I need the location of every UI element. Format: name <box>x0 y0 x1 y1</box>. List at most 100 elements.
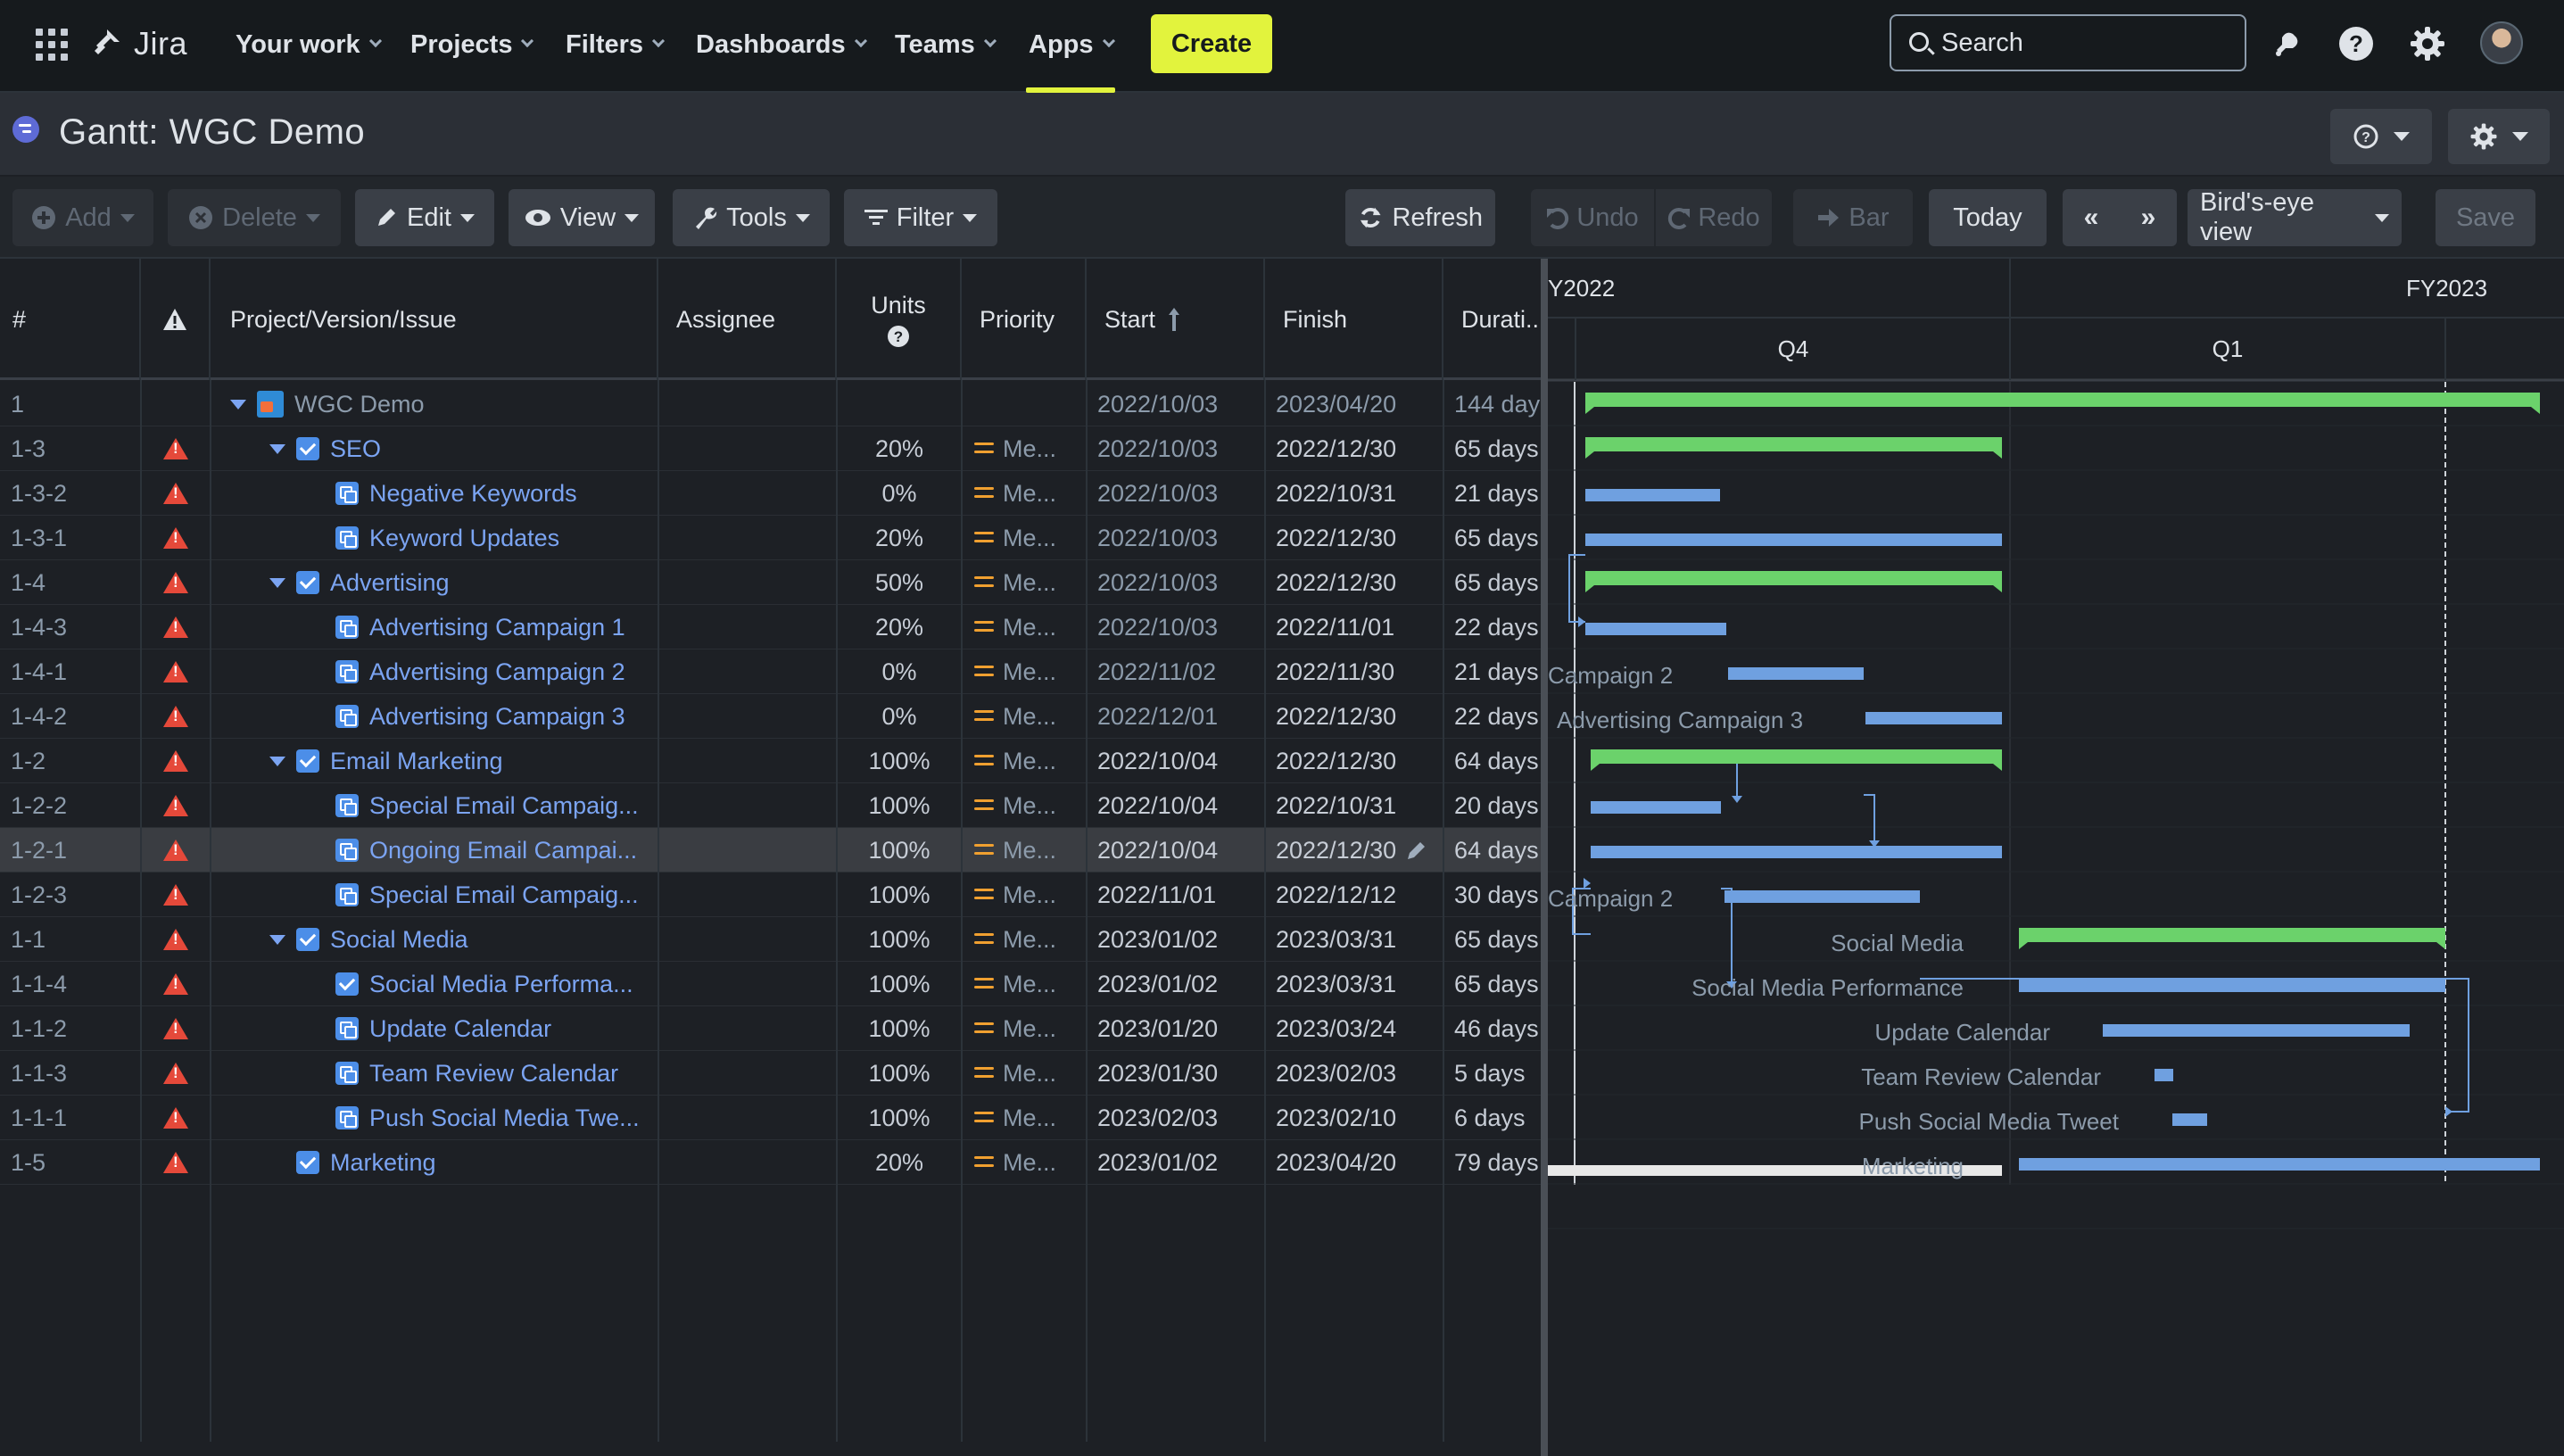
table-row[interactable]: 1-2 Email Marketing 100% Me... 2022/10/04 202… <box>0 739 1542 783</box>
view-button[interactable]: View <box>509 189 655 246</box>
issue-link[interactable]: Social Media Performa... <box>369 970 633 997</box>
issue-link[interactable]: Update Calendar <box>369 1014 552 1042</box>
create-button[interactable]: Create <box>1151 14 1272 73</box>
warning-icon[interactable] <box>163 572 188 593</box>
issue-link[interactable]: Special Email Campaig... <box>369 881 639 908</box>
table-row[interactable]: 1-2-1 Ongoing Email Campai... 100% Me... 202… <box>0 828 1542 873</box>
table-row[interactable]: 1-2-2 Special Email Campaig... 100% Me... 20… <box>0 783 1542 828</box>
col-start[interactable]: Start <box>1087 259 1265 380</box>
table-row[interactable]: 1-1-4 Social Media Performa... 100% Me... 20… <box>0 962 1542 1006</box>
table-row[interactable]: 1 WGC Demo 2022/10/03 2023/04/20 144 day <box>0 382 1542 426</box>
warning-icon[interactable] <box>163 1063 188 1084</box>
redo-button[interactable]: Redo <box>1656 189 1772 246</box>
search-input[interactable]: Search <box>1890 14 2246 71</box>
birds-eye-view-button[interactable]: Bird's-eye view <box>2188 188 2402 246</box>
save-button[interactable]: Save <box>2436 189 2535 246</box>
warning-icon[interactable] <box>163 483 188 504</box>
jira-logo[interactable]: Jira <box>89 23 187 64</box>
col-assignee[interactable]: Assignee <box>658 259 837 380</box>
table-row[interactable]: 1-1-2 Update Calendar 100% Me... 2023/01/20 2… <box>0 1006 1542 1051</box>
app-switcher-icon[interactable] <box>36 29 68 61</box>
edit-pencil-icon[interactable] <box>1405 839 1428 862</box>
settings-gear-icon[interactable] <box>2407 23 2448 64</box>
issue-link[interactable]: Special Email Campaig... <box>369 791 639 819</box>
table-row[interactable]: 1-3-2 Negative Keywords 0% Me... 2022/10/03 2… <box>0 471 1542 516</box>
expand-toggle-icon[interactable] <box>230 399 246 410</box>
issue-link[interactable]: Social Media <box>330 925 468 953</box>
nav-dashboards[interactable]: Dashboards <box>696 25 867 64</box>
scroll-right-icon[interactable]: » <box>2140 203 2156 232</box>
table-row[interactable]: 1-2-3 Special Email Campaig... 100% Me... 20… <box>0 873 1542 917</box>
warning-icon[interactable] <box>163 840 188 861</box>
col-priority[interactable]: Priority <box>962 259 1087 380</box>
tools-button[interactable]: Tools <box>673 189 830 246</box>
user-avatar[interactable] <box>2480 21 2523 64</box>
issue-link[interactable]: Advertising Campaign 1 <box>369 613 625 641</box>
issue-link[interactable]: Keyword Updates <box>369 524 560 551</box>
nav-teams[interactable]: Teams <box>895 25 997 64</box>
issue-link[interactable]: WGC Demo <box>294 390 425 418</box>
settings-menu-button[interactable] <box>2448 109 2550 164</box>
warning-icon[interactable] <box>163 973 188 995</box>
table-row[interactable]: 1-4 Advertising 50% Me... 2022/10/03 2022/12/… <box>0 560 1542 605</box>
col-finish[interactable]: Finish <box>1265 259 1443 380</box>
col-duration[interactable]: Durati... <box>1443 259 1546 380</box>
warning-icon[interactable] <box>163 750 188 772</box>
col-warning[interactable] <box>141 259 211 380</box>
issue-link[interactable]: Email Marketing <box>330 747 503 774</box>
filter-button[interactable]: Filter <box>844 189 997 246</box>
notifications-icon[interactable] <box>2266 23 2307 64</box>
warning-icon[interactable] <box>163 929 188 950</box>
warning-icon[interactable] <box>163 1018 188 1039</box>
table-row[interactable]: 1-4-1 Advertising Campaign 2 0% Me... 2022/1… <box>0 649 1542 694</box>
warning-icon[interactable] <box>163 1107 188 1129</box>
warning-icon[interactable] <box>163 616 188 638</box>
help-circle-icon[interactable]: ? <box>887 325 910 348</box>
today-button[interactable]: Today <box>1929 189 2047 246</box>
warning-icon[interactable] <box>163 706 188 727</box>
nav-projects[interactable]: Projects <box>410 25 534 64</box>
nav-filters[interactable]: Filters <box>566 25 666 64</box>
issue-link[interactable]: Negative Keywords <box>369 479 577 507</box>
issue-link[interactable]: SEO <box>330 434 382 462</box>
col-issue[interactable]: Project/Version/Issue <box>211 259 658 380</box>
sort-ascending-icon[interactable] <box>1168 306 1180 333</box>
table-row[interactable]: 1-1-3 Team Review Calendar 100% Me... 2023/0… <box>0 1051 1542 1096</box>
warning-icon[interactable] <box>163 438 188 459</box>
expand-toggle-icon[interactable] <box>269 577 285 588</box>
issue-link[interactable]: Ongoing Email Campai... <box>369 836 638 864</box>
table-row[interactable]: 1-4-3 Advertising Campaign 1 20% Me... 2022/… <box>0 605 1542 649</box>
grid-gantt-splitter[interactable] <box>1541 259 1548 1456</box>
issue-link[interactable]: Team Review Calendar <box>369 1059 619 1087</box>
table-row[interactable]: 1-3 SEO 20% Me... 2022/10/03 2022/12/30 65 day… <box>0 426 1542 471</box>
edit-button[interactable]: Edit <box>355 189 494 246</box>
undo-button[interactable]: Undo <box>1531 189 1656 246</box>
issue-link[interactable]: Advertising Campaign 2 <box>369 658 625 685</box>
col-units[interactable]: Units ? <box>837 259 962 380</box>
warning-icon[interactable] <box>163 795 188 816</box>
refresh-button[interactable]: Refresh <box>1345 189 1495 246</box>
nav-apps[interactable]: Apps <box>1029 25 1115 64</box>
warning-icon[interactable] <box>163 527 188 549</box>
expand-toggle-icon[interactable] <box>269 443 285 454</box>
nav-your-work[interactable]: Your work <box>236 25 382 64</box>
issue-link[interactable]: Advertising <box>330 568 450 596</box>
col-number[interactable]: # <box>0 259 141 380</box>
scroll-left-icon[interactable]: « <box>2083 203 2099 232</box>
issue-link[interactable]: Advertising Campaign 3 <box>369 702 625 730</box>
table-row[interactable]: 1-1-1 Push Social Media Twe... 100% Me... 20… <box>0 1096 1542 1140</box>
delete-button[interactable]: Delete <box>168 189 341 246</box>
warning-icon[interactable] <box>163 661 188 682</box>
issue-link[interactable]: Push Social Media Twe... <box>369 1104 640 1131</box>
help-icon[interactable]: ? <box>2336 23 2377 64</box>
table-row[interactable]: 1-4-2 Advertising Campaign 3 0% Me... 2022/1… <box>0 694 1542 739</box>
expand-toggle-icon[interactable] <box>269 756 285 766</box>
table-row[interactable]: 1-3-1 Keyword Updates 20% Me... 2022/10/03 20… <box>0 516 1542 560</box>
warning-icon[interactable] <box>163 1152 188 1173</box>
table-row[interactable]: 1-1 Social Media 100% Me... 2023/01/02 2023/0… <box>0 917 1542 962</box>
bar-button[interactable]: Bar <box>1793 189 1913 246</box>
table-row[interactable]: 1-5 Marketing 20% Me... 2023/01/02 2023/04/20… <box>0 1140 1542 1185</box>
help-menu-button[interactable]: ? <box>2330 109 2432 164</box>
issue-link[interactable]: Marketing <box>330 1148 436 1176</box>
expand-toggle-icon[interactable] <box>269 934 285 945</box>
